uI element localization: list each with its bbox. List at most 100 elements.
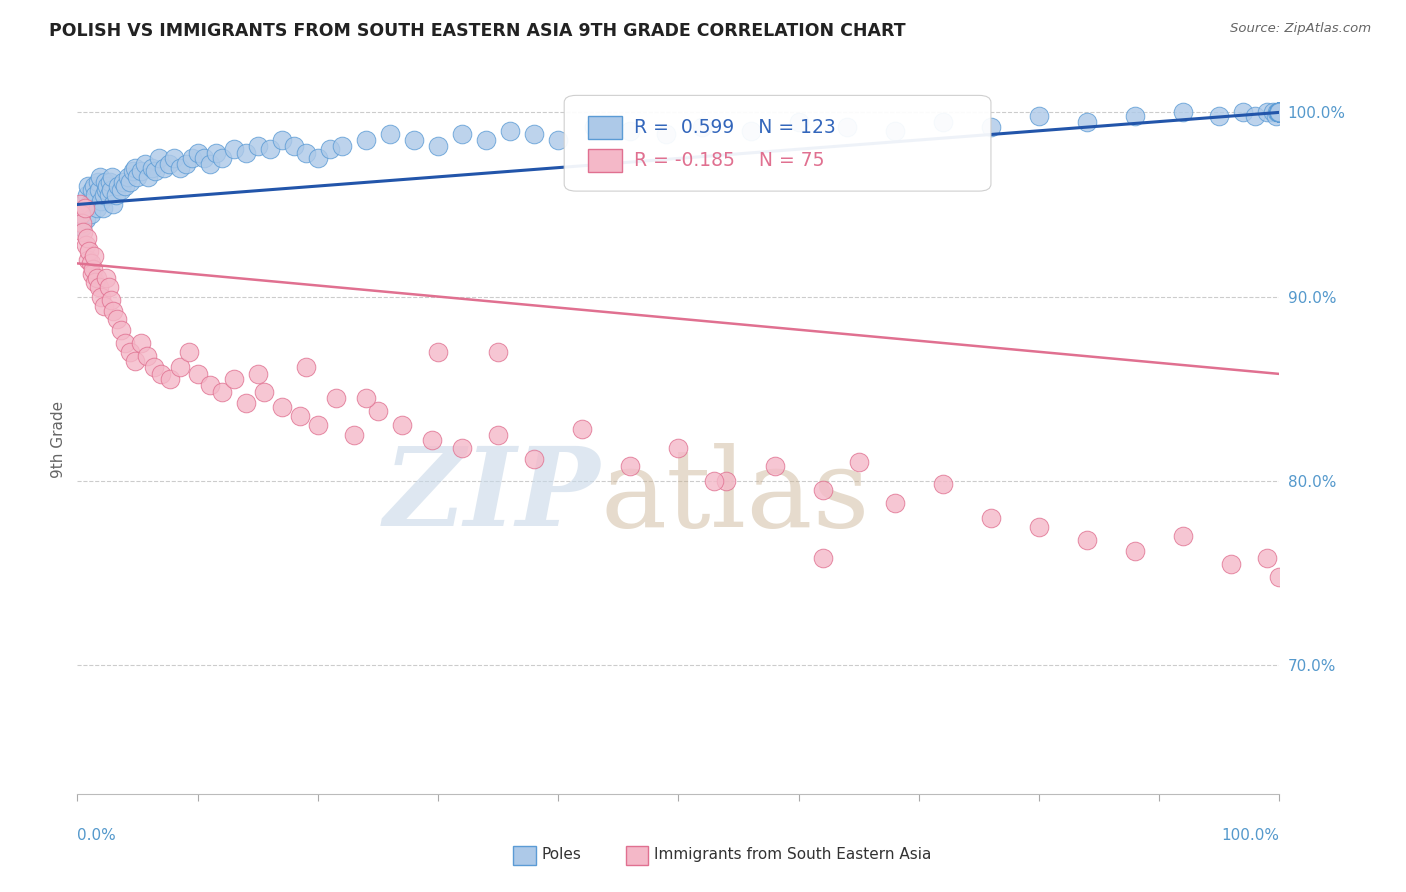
Point	[110, 183, 132, 197]
Point	[703, 474, 725, 488]
Point	[70, 219, 93, 234]
Point	[1123, 543, 1146, 558]
Point	[82, 194, 104, 208]
Point	[114, 179, 136, 194]
Point	[848, 455, 870, 469]
Point	[294, 145, 316, 160]
Point	[73, 201, 96, 215]
Point	[1268, 105, 1291, 120]
Point	[97, 280, 120, 294]
Point	[70, 207, 93, 221]
Point	[402, 133, 425, 147]
Point	[343, 427, 366, 442]
Point	[1123, 109, 1146, 123]
Point	[1268, 105, 1291, 120]
Point	[162, 152, 184, 166]
Point	[169, 161, 191, 175]
Point	[120, 344, 142, 359]
Point	[1268, 105, 1291, 120]
Point	[82, 261, 104, 276]
Point	[288, 409, 311, 424]
Point	[70, 207, 93, 221]
Point	[1268, 105, 1291, 120]
Point	[120, 175, 142, 189]
Point	[1268, 105, 1291, 120]
Point	[89, 169, 111, 184]
Point	[270, 400, 292, 414]
Point	[96, 271, 118, 285]
Point	[1267, 105, 1289, 120]
Point	[235, 145, 257, 160]
Point	[150, 367, 173, 381]
Point	[1268, 105, 1291, 120]
Point	[427, 344, 450, 359]
Point	[157, 157, 180, 171]
Point	[1268, 105, 1291, 120]
Point	[354, 391, 377, 405]
Point	[716, 474, 738, 488]
Point	[1268, 105, 1291, 120]
Point	[136, 169, 159, 184]
Point	[294, 359, 316, 374]
Point	[70, 216, 93, 230]
Point	[159, 372, 181, 386]
Point	[367, 403, 389, 417]
Point	[80, 183, 103, 197]
Point	[1173, 105, 1195, 120]
Point	[354, 133, 377, 147]
Point	[141, 161, 163, 175]
Point	[499, 124, 522, 138]
Point	[100, 183, 122, 197]
Point	[1268, 105, 1291, 120]
Point	[235, 396, 257, 410]
Point	[211, 385, 233, 400]
Point	[547, 133, 569, 147]
Point	[475, 133, 498, 147]
Point	[204, 145, 226, 160]
Point	[1208, 109, 1230, 123]
Point	[307, 418, 329, 433]
Point	[1268, 105, 1291, 120]
Point	[1268, 105, 1291, 120]
Point	[811, 483, 834, 497]
Point	[129, 164, 152, 178]
Point	[79, 207, 101, 221]
Point	[111, 175, 134, 189]
Point	[100, 293, 122, 308]
Y-axis label: 9th Grade: 9th Grade	[51, 401, 66, 478]
Point	[1268, 105, 1291, 120]
Point	[124, 161, 146, 175]
Bar	[588, 116, 621, 138]
Point	[668, 441, 690, 455]
Point	[187, 367, 209, 381]
Point	[319, 142, 342, 156]
Point	[1268, 105, 1291, 120]
Bar	[588, 149, 621, 172]
Point	[104, 188, 127, 202]
Point	[77, 252, 100, 267]
Point	[103, 304, 125, 318]
Point	[96, 179, 118, 194]
Point	[87, 175, 110, 189]
Point	[107, 179, 129, 194]
Point	[93, 188, 115, 202]
Point	[451, 128, 474, 142]
Point	[253, 385, 276, 400]
Point	[571, 422, 593, 436]
Point	[84, 275, 107, 289]
Point	[84, 188, 107, 202]
Point	[79, 197, 101, 211]
Point	[523, 128, 546, 142]
Text: 100.0%: 100.0%	[1222, 828, 1279, 843]
Point	[1244, 109, 1267, 123]
Point	[1268, 105, 1291, 120]
Point	[134, 157, 156, 171]
Point	[86, 201, 108, 215]
Point	[145, 164, 167, 178]
Point	[124, 354, 146, 368]
Point	[307, 152, 329, 166]
Point	[211, 152, 233, 166]
Point	[1028, 520, 1050, 534]
Point	[246, 138, 269, 153]
Point	[75, 238, 97, 252]
